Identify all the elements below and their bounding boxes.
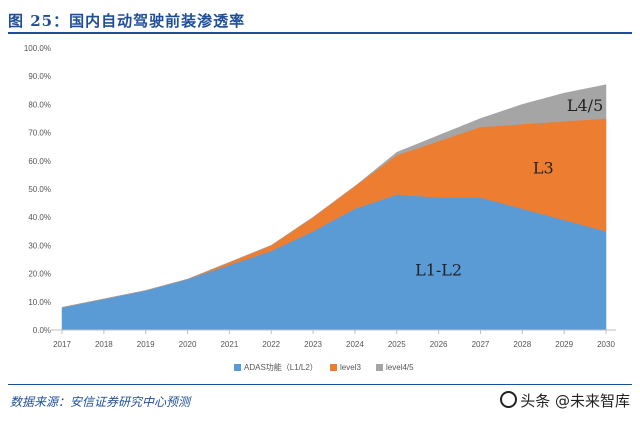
- legend-swatch: [234, 364, 241, 371]
- y-tick-label: 80.0%: [28, 100, 51, 109]
- y-tick-label: 100.0%: [24, 44, 51, 53]
- legend-swatch: [330, 364, 337, 371]
- y-tick-label: 40.0%: [28, 213, 51, 222]
- watermark-icon: [500, 391, 518, 408]
- y-tick-label: 50.0%: [28, 185, 51, 194]
- area-label-3: L4/5: [567, 96, 603, 115]
- y-tick-label: 90.0%: [28, 72, 51, 81]
- x-tick-label: 2025: [388, 340, 406, 349]
- source-note: 数据来源：安信证券研究中心预测: [10, 395, 191, 409]
- x-tick-label: 2017: [53, 340, 71, 349]
- y-axis: 0.0% 10.0% 20.0% 30.0% 40.0% 50.0% 60.0% 70.0% 8…: [24, 44, 51, 335]
- title-rule: [8, 32, 632, 34]
- x-tick-label: 2029: [555, 340, 573, 349]
- y-tick-label: 60.0%: [28, 157, 51, 166]
- source-rule: [8, 384, 632, 385]
- figure-title: 图 25：国内自动驾驶前装渗透率: [8, 12, 246, 30]
- x-tick-label: 2021: [220, 340, 238, 349]
- area-label-2: L3: [533, 159, 554, 178]
- y-tick-label: 0.0%: [33, 326, 51, 335]
- legend-swatch: [376, 364, 383, 371]
- legend-entry: level3: [340, 363, 361, 372]
- y-tick-label: 20.0%: [28, 270, 51, 279]
- x-axis: 2017 2018 2019 2020 2021 2022 2023 2024 2025 2026…: [44, 329, 616, 349]
- y-tick-label: 30.0%: [28, 241, 51, 250]
- x-tick-label: 2028: [513, 340, 531, 349]
- x-tick-label: 2027: [472, 340, 490, 349]
- x-tick-label: 2018: [95, 340, 113, 349]
- x-tick-label: 2024: [346, 340, 364, 349]
- x-tick-label: 2019: [137, 340, 155, 349]
- x-tick-label: 2023: [304, 340, 322, 349]
- legend-entry: ADAS功能（L1/L2）: [244, 362, 318, 372]
- area-series-3: [61, 84, 607, 308]
- legend: ADAS功能（L1/L2） level3 level4/5: [234, 362, 414, 372]
- area-layer: [61, 84, 607, 331]
- x-tick-label: 2020: [179, 340, 197, 349]
- area-labels: L1-L2 L3 L4/5: [415, 96, 603, 279]
- watermark-text: 头条 @未来智库: [520, 392, 630, 410]
- area-label-1: L1-L2: [415, 260, 462, 279]
- x-tick-label: 2026: [430, 340, 448, 349]
- watermark: 头条 @未来智库: [500, 390, 630, 411]
- legend-entry: level4/5: [386, 363, 414, 372]
- y-tick-label: 70.0%: [28, 129, 51, 138]
- y-tick-label: 10.0%: [28, 298, 51, 307]
- x-tick-label: 2022: [262, 340, 280, 349]
- x-tick-label: 2030: [597, 340, 615, 349]
